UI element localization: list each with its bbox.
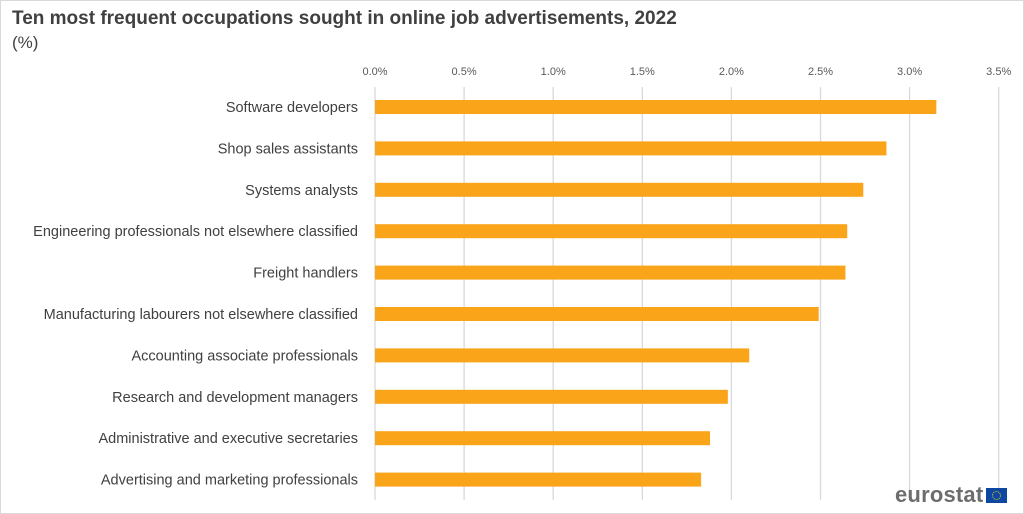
x-tick-label: 0.5%: [452, 66, 477, 78]
category-label: Accounting associate professionals: [132, 348, 359, 364]
x-tick-label: 2.5%: [808, 66, 833, 78]
eu-flag-icon: [986, 487, 1008, 503]
x-tick-label: 1.0%: [541, 66, 566, 78]
bar-4: [375, 265, 846, 280]
bar-9: [375, 472, 702, 487]
category-label: Freight handlers: [253, 266, 358, 282]
bar-0: [375, 100, 937, 114]
logo-text: eurostat: [895, 482, 984, 507]
category-label: Software developers: [226, 100, 358, 116]
bar-6: [375, 348, 750, 363]
x-tick-label: 3.5%: [986, 66, 1011, 78]
category-label: Research and development managers: [112, 390, 358, 406]
x-tick-label: 3.0%: [897, 66, 922, 78]
chart-title: Ten most frequent occupations sought in …: [12, 8, 677, 29]
bar-7: [375, 389, 728, 404]
bar-5: [375, 307, 819, 321]
chart-subtitle: (%): [12, 33, 39, 52]
eurostat-logo: eurostat: [895, 482, 1008, 508]
bar-8: [375, 431, 711, 446]
category-label: Shop sales assistants: [218, 141, 358, 157]
x-tick-label: 0.0%: [362, 66, 387, 78]
bar-1: [375, 141, 887, 156]
bar-2: [375, 182, 864, 197]
category-label: Manufacturing labourers not elsewhere cl…: [44, 307, 358, 323]
category-label: Engineering professionals not elsewhere …: [33, 224, 358, 240]
bar-3: [375, 224, 848, 239]
category-label: Advertising and marketing professionals: [101, 473, 358, 489]
x-tick-label: 1.5%: [630, 66, 655, 78]
x-tick-label: 2.0%: [719, 66, 744, 78]
category-label: Administrative and executive secretaries: [98, 431, 358, 447]
category-label: Systems analysts: [245, 183, 358, 199]
